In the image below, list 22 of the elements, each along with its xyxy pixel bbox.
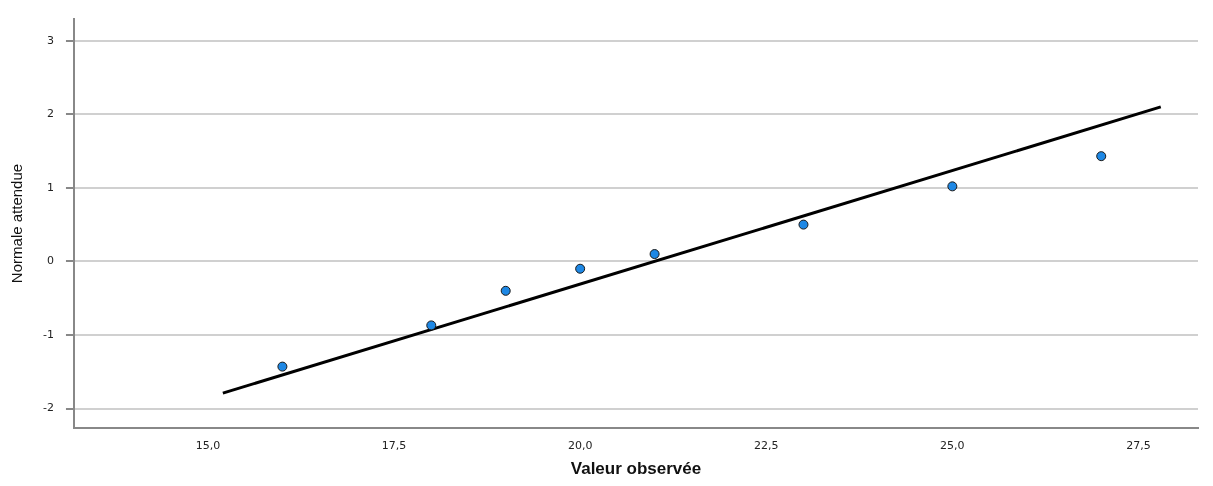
x-tick-label: 27,5	[1126, 438, 1151, 452]
y-tick-label: -2	[43, 401, 54, 415]
x-tick-label: 22,5	[754, 438, 779, 452]
y-tick-label: 1	[46, 180, 54, 194]
x-tick-label: 17,5	[381, 438, 407, 452]
x-tick-label: 25,0	[940, 438, 965, 452]
point	[575, 263, 586, 274]
x-tick-label: 15,0	[195, 438, 221, 452]
x-tick-label: 20,0	[567, 438, 593, 452]
y-tick-label: 3	[46, 33, 54, 47]
point	[649, 249, 660, 260]
point	[947, 181, 958, 192]
y-tick-label: 0	[46, 254, 54, 268]
point	[798, 219, 809, 230]
y-tick-label: -1	[43, 327, 54, 341]
y-tick-label: 2	[46, 107, 54, 121]
point	[426, 320, 437, 331]
point	[500, 285, 511, 296]
x-axis-title: Valeur observée	[570, 459, 702, 479]
y-axis-title: Normale attendue	[8, 163, 26, 284]
point	[1096, 151, 1107, 162]
point	[277, 361, 288, 372]
